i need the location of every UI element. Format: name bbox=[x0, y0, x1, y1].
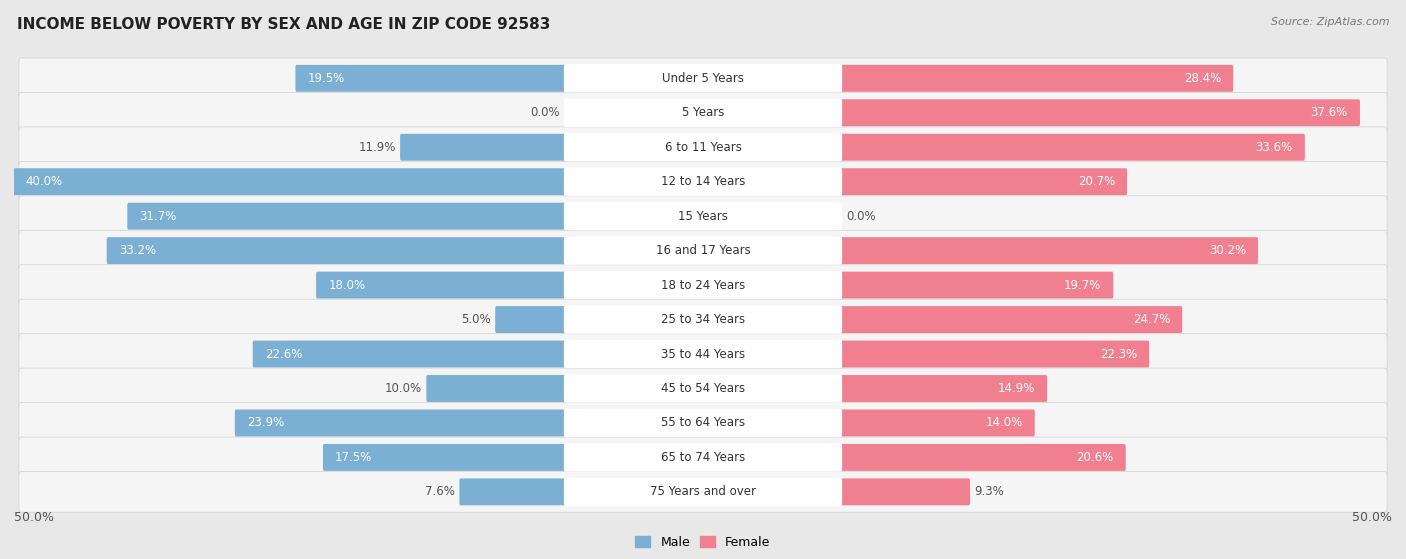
FancyBboxPatch shape bbox=[18, 402, 1388, 443]
Text: 33.6%: 33.6% bbox=[1256, 141, 1292, 154]
Text: 33.2%: 33.2% bbox=[118, 244, 156, 257]
FancyBboxPatch shape bbox=[426, 375, 567, 402]
Text: 19.7%: 19.7% bbox=[1064, 278, 1101, 292]
FancyBboxPatch shape bbox=[235, 410, 567, 437]
Text: 25 to 34 Years: 25 to 34 Years bbox=[661, 313, 745, 326]
FancyBboxPatch shape bbox=[839, 100, 1360, 126]
Text: 5 Years: 5 Years bbox=[682, 106, 724, 119]
FancyBboxPatch shape bbox=[253, 340, 567, 367]
Text: 11.9%: 11.9% bbox=[359, 141, 395, 154]
FancyBboxPatch shape bbox=[839, 65, 1233, 92]
FancyBboxPatch shape bbox=[18, 127, 1388, 168]
Text: 14.0%: 14.0% bbox=[986, 416, 1022, 429]
FancyBboxPatch shape bbox=[839, 306, 1182, 333]
Text: 18.0%: 18.0% bbox=[328, 278, 366, 292]
FancyBboxPatch shape bbox=[460, 479, 567, 505]
FancyBboxPatch shape bbox=[13, 168, 567, 195]
FancyBboxPatch shape bbox=[839, 444, 1126, 471]
Text: INCOME BELOW POVERTY BY SEX AND AGE IN ZIP CODE 92583: INCOME BELOW POVERTY BY SEX AND AGE IN Z… bbox=[17, 17, 550, 32]
FancyBboxPatch shape bbox=[564, 98, 842, 127]
Text: 10.0%: 10.0% bbox=[385, 382, 422, 395]
FancyBboxPatch shape bbox=[839, 237, 1258, 264]
FancyBboxPatch shape bbox=[18, 472, 1388, 512]
FancyBboxPatch shape bbox=[839, 479, 970, 505]
FancyBboxPatch shape bbox=[18, 265, 1388, 305]
FancyBboxPatch shape bbox=[564, 133, 842, 162]
Text: 24.7%: 24.7% bbox=[1133, 313, 1170, 326]
FancyBboxPatch shape bbox=[564, 305, 842, 334]
FancyBboxPatch shape bbox=[564, 478, 842, 506]
Text: 7.6%: 7.6% bbox=[425, 485, 456, 499]
FancyBboxPatch shape bbox=[18, 230, 1388, 271]
Text: Source: ZipAtlas.com: Source: ZipAtlas.com bbox=[1271, 17, 1389, 27]
FancyBboxPatch shape bbox=[18, 299, 1388, 340]
FancyBboxPatch shape bbox=[18, 196, 1388, 236]
FancyBboxPatch shape bbox=[564, 409, 842, 437]
Text: 18 to 24 Years: 18 to 24 Years bbox=[661, 278, 745, 292]
Text: 50.0%: 50.0% bbox=[14, 511, 53, 524]
FancyBboxPatch shape bbox=[564, 168, 842, 196]
FancyBboxPatch shape bbox=[107, 237, 567, 264]
FancyBboxPatch shape bbox=[128, 203, 567, 230]
FancyBboxPatch shape bbox=[295, 65, 567, 92]
Text: 35 to 44 Years: 35 to 44 Years bbox=[661, 348, 745, 361]
Text: 20.6%: 20.6% bbox=[1077, 451, 1114, 464]
Text: 40.0%: 40.0% bbox=[25, 175, 62, 188]
FancyBboxPatch shape bbox=[564, 271, 842, 299]
FancyBboxPatch shape bbox=[839, 168, 1128, 195]
FancyBboxPatch shape bbox=[495, 306, 567, 333]
Text: 22.3%: 22.3% bbox=[1099, 348, 1137, 361]
Text: 0.0%: 0.0% bbox=[846, 210, 876, 222]
FancyBboxPatch shape bbox=[839, 410, 1035, 437]
FancyBboxPatch shape bbox=[323, 444, 567, 471]
Text: 75 Years and over: 75 Years and over bbox=[650, 485, 756, 499]
Text: 37.6%: 37.6% bbox=[1310, 106, 1348, 119]
Text: 17.5%: 17.5% bbox=[335, 451, 373, 464]
Text: 9.3%: 9.3% bbox=[974, 485, 1004, 499]
FancyBboxPatch shape bbox=[18, 92, 1388, 133]
Text: 6 to 11 Years: 6 to 11 Years bbox=[665, 141, 741, 154]
Text: 50.0%: 50.0% bbox=[1353, 511, 1392, 524]
Text: 12 to 14 Years: 12 to 14 Years bbox=[661, 175, 745, 188]
Text: 20.7%: 20.7% bbox=[1078, 175, 1115, 188]
FancyBboxPatch shape bbox=[839, 340, 1149, 367]
FancyBboxPatch shape bbox=[564, 202, 842, 230]
FancyBboxPatch shape bbox=[564, 340, 842, 368]
FancyBboxPatch shape bbox=[316, 272, 567, 299]
FancyBboxPatch shape bbox=[18, 58, 1388, 98]
Text: 0.0%: 0.0% bbox=[530, 106, 560, 119]
Text: 45 to 54 Years: 45 to 54 Years bbox=[661, 382, 745, 395]
FancyBboxPatch shape bbox=[564, 443, 842, 472]
Legend: Male, Female: Male, Female bbox=[630, 531, 776, 554]
Text: 15 Years: 15 Years bbox=[678, 210, 728, 222]
Text: 28.4%: 28.4% bbox=[1184, 72, 1220, 85]
Text: Under 5 Years: Under 5 Years bbox=[662, 72, 744, 85]
Text: 5.0%: 5.0% bbox=[461, 313, 491, 326]
Text: 22.6%: 22.6% bbox=[264, 348, 302, 361]
FancyBboxPatch shape bbox=[18, 334, 1388, 375]
FancyBboxPatch shape bbox=[839, 134, 1305, 160]
FancyBboxPatch shape bbox=[564, 375, 842, 402]
FancyBboxPatch shape bbox=[564, 64, 842, 92]
Text: 31.7%: 31.7% bbox=[139, 210, 177, 222]
FancyBboxPatch shape bbox=[839, 272, 1114, 299]
Text: 55 to 64 Years: 55 to 64 Years bbox=[661, 416, 745, 429]
FancyBboxPatch shape bbox=[839, 375, 1047, 402]
Text: 65 to 74 Years: 65 to 74 Years bbox=[661, 451, 745, 464]
Text: 23.9%: 23.9% bbox=[247, 416, 284, 429]
FancyBboxPatch shape bbox=[401, 134, 567, 160]
FancyBboxPatch shape bbox=[564, 236, 842, 265]
Text: 30.2%: 30.2% bbox=[1209, 244, 1246, 257]
Text: 14.9%: 14.9% bbox=[998, 382, 1035, 395]
FancyBboxPatch shape bbox=[18, 437, 1388, 478]
Text: 19.5%: 19.5% bbox=[308, 72, 344, 85]
FancyBboxPatch shape bbox=[18, 162, 1388, 202]
FancyBboxPatch shape bbox=[18, 368, 1388, 409]
Text: 16 and 17 Years: 16 and 17 Years bbox=[655, 244, 751, 257]
